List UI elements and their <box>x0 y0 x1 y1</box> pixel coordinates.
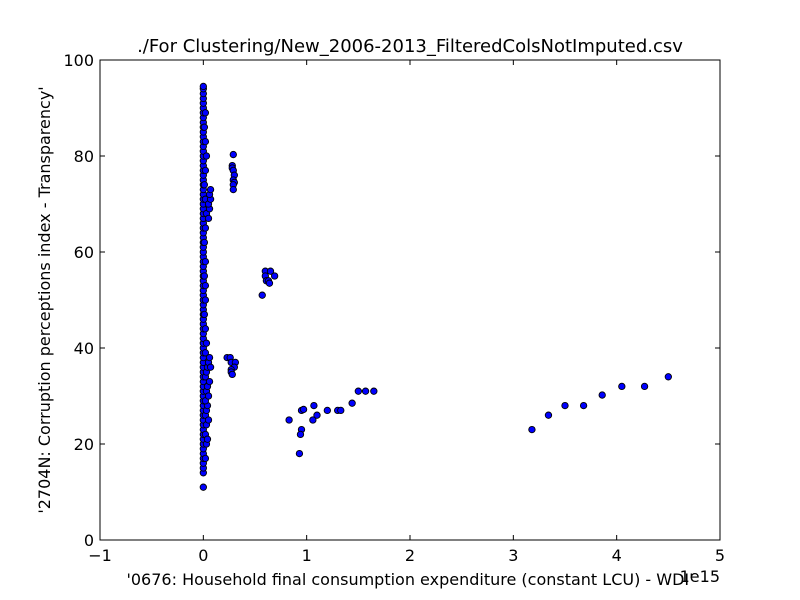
x-tick-label: 1 <box>302 546 312 565</box>
data-point <box>544 411 553 419</box>
data-point <box>200 272 209 280</box>
data-point <box>202 339 211 347</box>
y-tick-label: 20 <box>74 435 94 454</box>
data-point <box>200 238 209 247</box>
data-point <box>204 214 213 223</box>
data-point <box>323 406 331 415</box>
x-offset-label: 1e15 <box>680 567 720 586</box>
data-point <box>199 82 207 91</box>
data-point <box>579 401 588 410</box>
y-tick-label: 80 <box>74 147 94 166</box>
data-point <box>201 349 210 357</box>
data-point <box>361 387 370 395</box>
data-point <box>201 325 210 333</box>
data-point <box>598 391 606 399</box>
chart-title: ./For Clustering/New_2006-2013_FilteredC… <box>137 36 683 57</box>
data-point <box>299 405 308 414</box>
data-point <box>204 416 213 424</box>
data-point <box>200 123 209 131</box>
data-point <box>265 279 274 287</box>
x-tick-label: −1 <box>88 546 112 565</box>
data-point <box>229 150 237 159</box>
data-point <box>266 267 275 275</box>
y-tick-label: 0 <box>84 531 94 550</box>
data-point <box>201 224 210 232</box>
data-point <box>201 454 210 463</box>
data-point <box>270 272 279 280</box>
data-point <box>561 401 569 410</box>
data-point <box>528 425 536 434</box>
x-axis-label: '0676: Household final consumption expen… <box>126 570 693 589</box>
data-point <box>203 435 212 443</box>
x-tick-label: 4 <box>612 546 622 565</box>
data-point <box>313 411 321 419</box>
data-point <box>618 382 626 391</box>
data-point <box>296 430 305 439</box>
x-tick-label: 5 <box>715 546 725 565</box>
data-point <box>228 370 236 379</box>
data-point <box>310 401 318 410</box>
y-tick-label: 100 <box>63 51 94 70</box>
data-point <box>202 152 211 160</box>
data-point <box>309 416 317 424</box>
x-tick-label: 0 <box>198 546 208 565</box>
data-point <box>229 185 237 194</box>
data-point <box>201 296 210 304</box>
data-point <box>370 387 378 395</box>
data-point <box>206 185 215 194</box>
data-point <box>199 483 207 491</box>
data-point <box>285 416 293 424</box>
data-point <box>348 399 356 407</box>
data-point <box>205 353 214 362</box>
x-tick-label: 3 <box>508 546 518 565</box>
data-point <box>206 363 215 371</box>
data-point <box>201 137 210 146</box>
data-point <box>354 387 362 395</box>
data-point <box>664 373 672 381</box>
data-point <box>200 181 209 189</box>
data-point <box>200 310 209 319</box>
x-tick-label: 2 <box>405 546 415 565</box>
data-point <box>201 281 210 290</box>
data-point <box>201 257 210 266</box>
data-point <box>337 406 345 415</box>
y-tick-label: 60 <box>74 243 94 262</box>
data-point <box>640 382 649 391</box>
points-layer <box>199 82 672 491</box>
data-point <box>204 392 213 400</box>
y-tick-label: 40 <box>74 339 94 358</box>
data-point <box>258 291 266 299</box>
data-point <box>201 166 210 175</box>
y-axis-label: '2704N: Corruption perceptions index - T… <box>35 86 54 513</box>
data-point <box>201 109 210 117</box>
data-point <box>295 449 304 458</box>
data-point <box>205 377 214 386</box>
